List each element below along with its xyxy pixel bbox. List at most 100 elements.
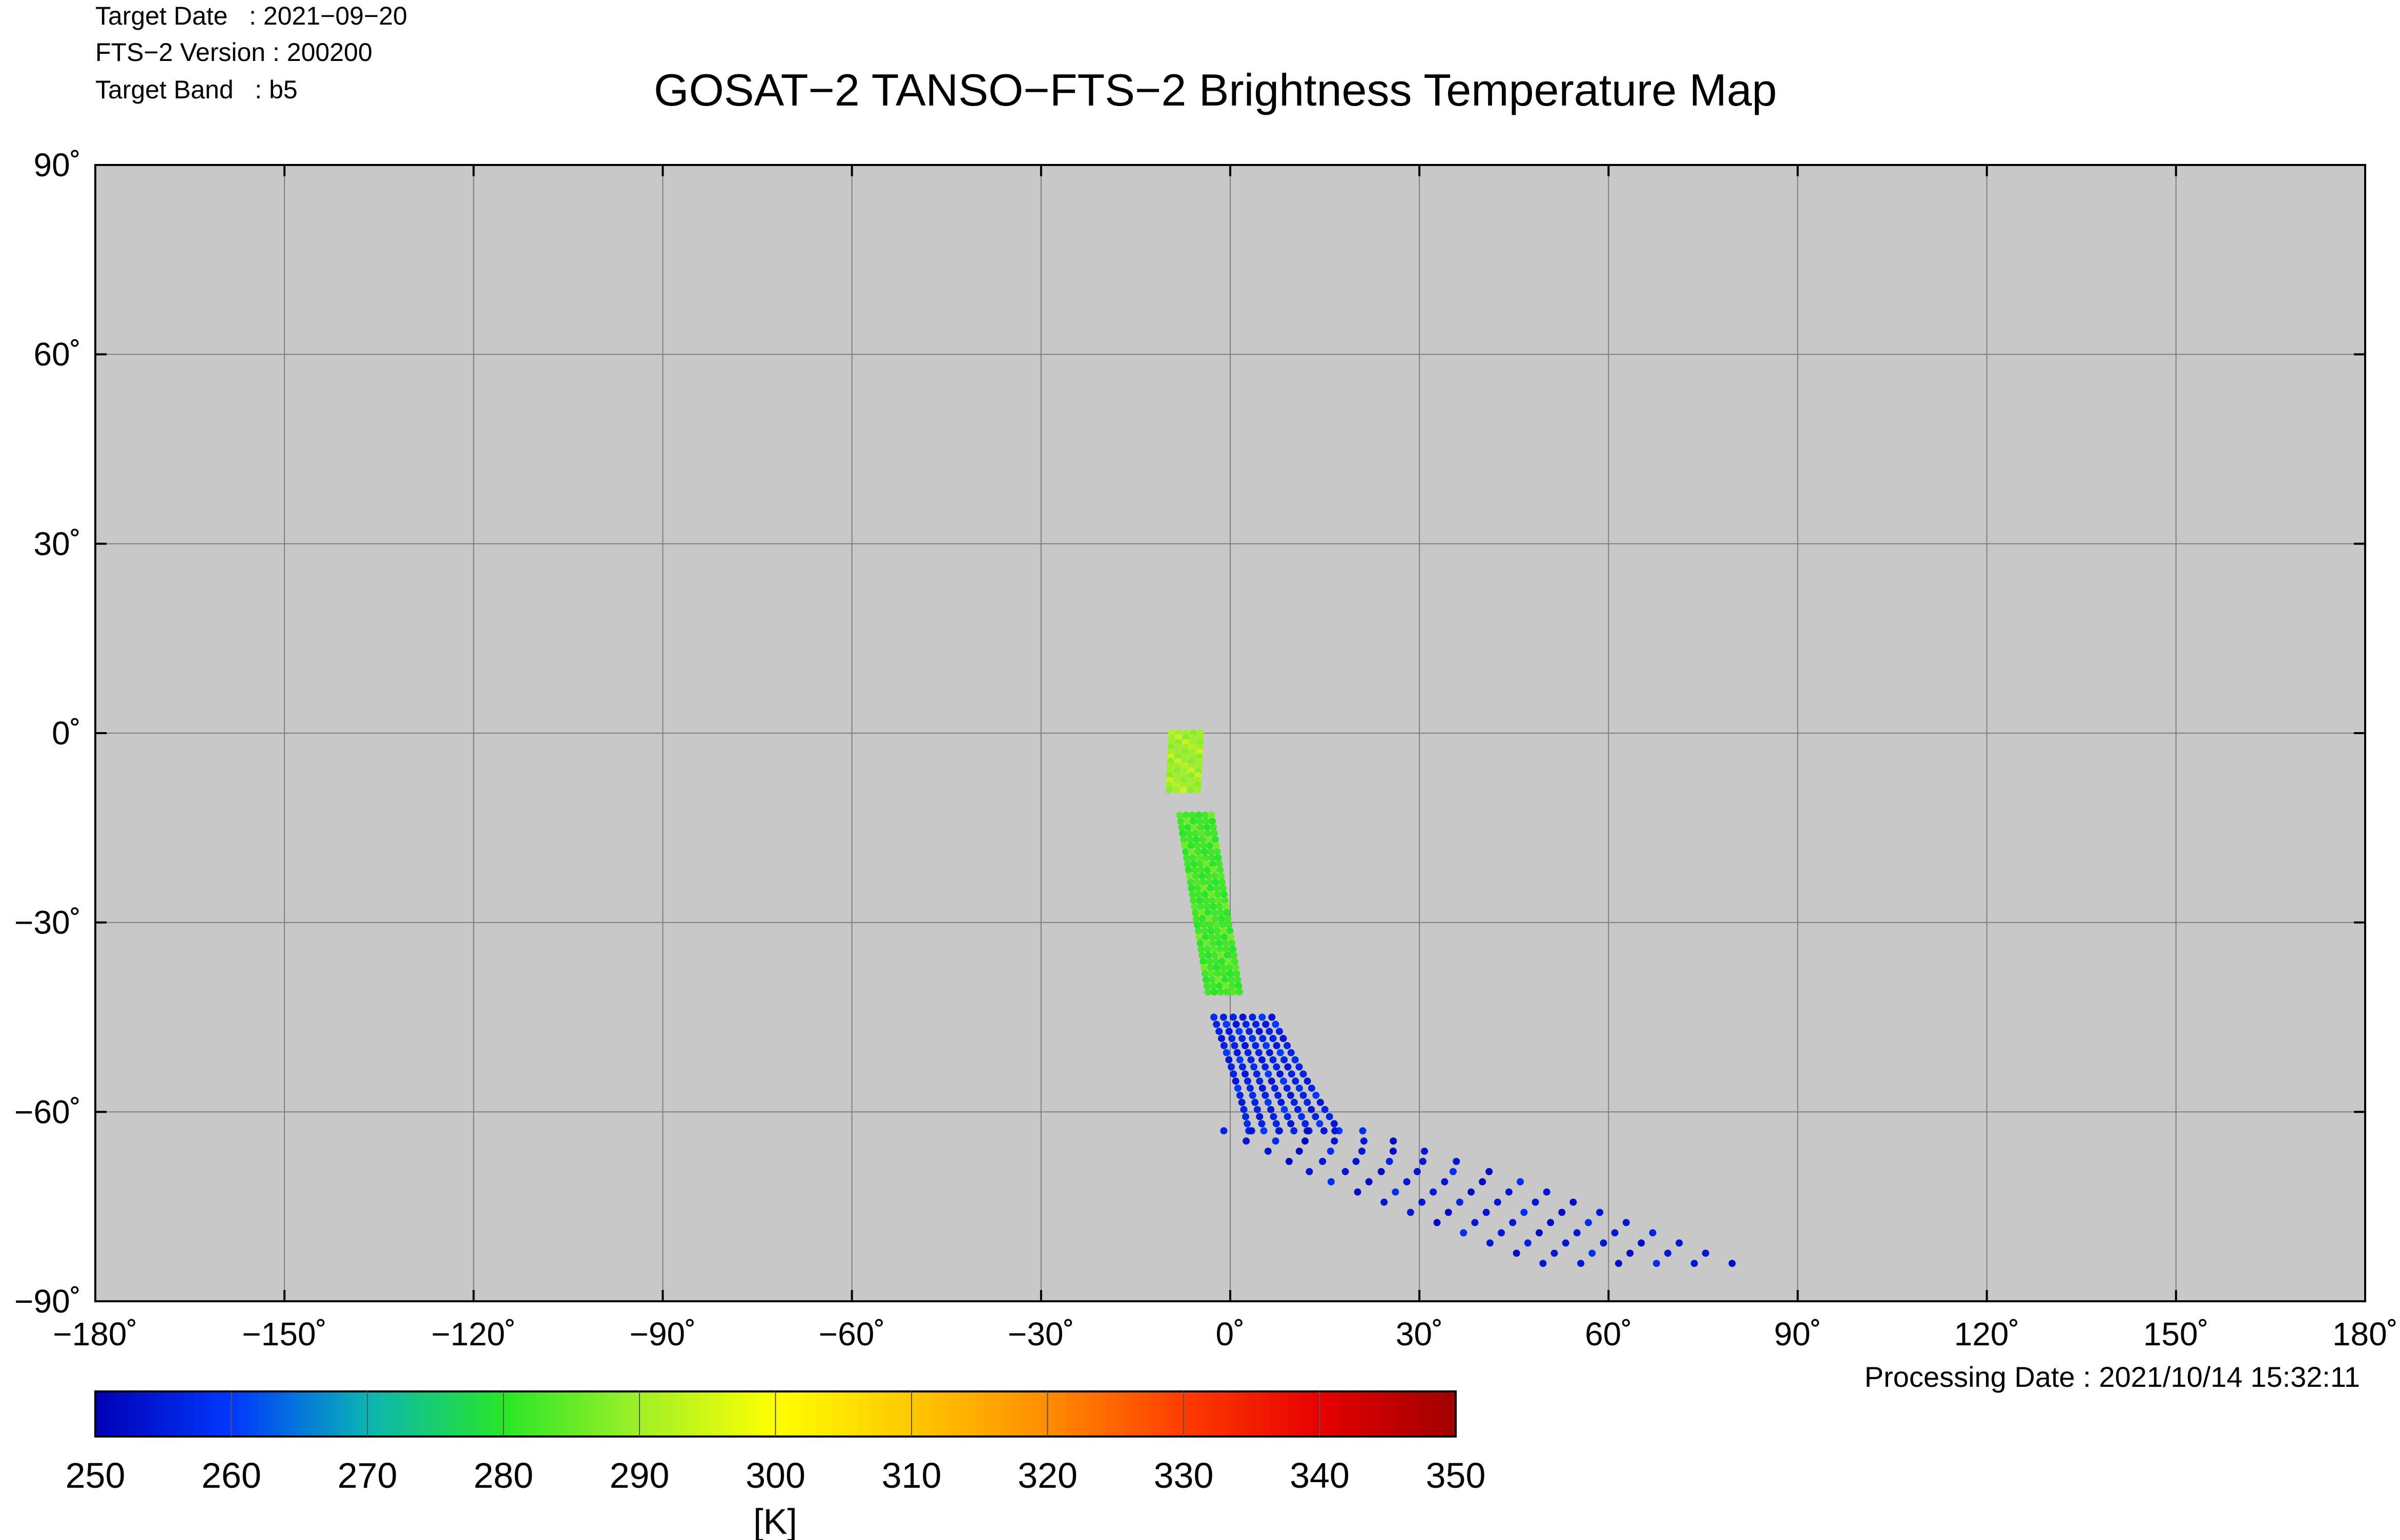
scan-point (1550, 1250, 1558, 1257)
scan-point (1196, 860, 1204, 868)
scan-point (1201, 848, 1208, 856)
scan-point (1513, 1250, 1520, 1257)
scan-point (1264, 1098, 1272, 1106)
scan-point (1524, 1239, 1532, 1247)
scan-point (1211, 836, 1219, 843)
scan-point (1189, 854, 1197, 862)
scan-point (1223, 945, 1230, 953)
scan-point (1195, 811, 1203, 819)
scan-point (1205, 872, 1212, 880)
x-tick-label: 60˚ (1585, 1316, 1632, 1352)
colorbar-tick-label: 250 (66, 1455, 126, 1495)
scan-point (1218, 915, 1226, 923)
scan-point (1196, 940, 1204, 947)
scan-point (1228, 1063, 1235, 1071)
scan-point (1308, 1085, 1315, 1092)
scan-point (1227, 933, 1235, 941)
scan-point (1193, 842, 1201, 849)
scan-point (1358, 1148, 1365, 1155)
scan-point (1191, 903, 1198, 910)
scan-point (1539, 1260, 1547, 1267)
x-tick-label: −120˚ (431, 1316, 516, 1352)
scan-point (1183, 854, 1190, 862)
scan-point (1192, 915, 1200, 923)
scan-point (1215, 940, 1223, 947)
scan-point (1197, 945, 1205, 953)
chart-title: GOSAT−2 TANSO−FTS−2 Brightness Temperatu… (654, 65, 1777, 115)
scan-point (1450, 1168, 1457, 1175)
scan-point (1268, 1077, 1275, 1085)
scan-point (1223, 1049, 1230, 1056)
scan-point (1249, 1013, 1256, 1021)
scan-point (1194, 927, 1202, 935)
scan-point (1206, 879, 1213, 886)
scan-point (1223, 909, 1231, 917)
y-tick-label: −60˚ (14, 1093, 81, 1130)
scan-point (1301, 1137, 1309, 1145)
scan-point (1276, 1070, 1284, 1078)
scan-point (1205, 836, 1213, 843)
scan-point (1232, 1021, 1240, 1028)
scan-point (1253, 1070, 1260, 1078)
scan-point (1210, 982, 1217, 990)
scan-point (1471, 1219, 1479, 1226)
scan-point (1216, 945, 1224, 953)
scan-point (1206, 921, 1214, 929)
scan-point (1209, 824, 1217, 831)
scan-point (1248, 1127, 1255, 1135)
scan-point (1198, 872, 1206, 880)
scan-point (1274, 1092, 1282, 1099)
scan-point (1259, 1035, 1267, 1043)
scan-point (1205, 915, 1213, 923)
scan-point (1291, 1056, 1299, 1064)
scan-point (1210, 1013, 1218, 1021)
scan-point (1460, 1229, 1467, 1237)
scan-point (1266, 1028, 1273, 1035)
scan-point (1285, 1158, 1293, 1165)
scan-point (1212, 879, 1219, 886)
axis-tick-labels: −180˚ −150˚ −120˚ −90˚ −60˚ −30˚ 0˚ 30˚ 60˚ 90˚ 12… (14, 147, 2398, 1352)
scan-point (1202, 818, 1210, 825)
scan-point (1189, 811, 1196, 819)
scan-point (1183, 818, 1191, 825)
scan-point (1199, 915, 1207, 923)
scan-point (1195, 933, 1203, 941)
scan-point (1290, 1127, 1298, 1135)
scan-point (1206, 842, 1214, 849)
scan-point (1211, 915, 1219, 923)
x-tick-label: 120˚ (1954, 1316, 2020, 1352)
scan-point (1258, 1056, 1266, 1064)
scan-point (1256, 1113, 1264, 1120)
scan-point (1252, 1021, 1260, 1028)
scan-point (1188, 848, 1196, 856)
scan-point (1321, 1106, 1329, 1113)
scan-point (1652, 1260, 1660, 1267)
scan-point (1229, 988, 1237, 996)
scan-point (1258, 1120, 1266, 1128)
scan-point (1202, 970, 1209, 977)
scan-point (1403, 1178, 1411, 1185)
scan-point (1192, 872, 1199, 880)
scan-point (1211, 988, 1218, 996)
scan-point (1212, 958, 1219, 965)
scan-point (1217, 988, 1225, 996)
y-tick-label: 0˚ (52, 715, 81, 752)
scan-point (1287, 1092, 1294, 1099)
scan-point (1298, 1113, 1306, 1120)
scan-point (1242, 1113, 1249, 1120)
scan-point (1220, 890, 1228, 898)
scan-point (1276, 1028, 1283, 1035)
scan-point (1210, 909, 1218, 917)
scan-point (1182, 811, 1190, 819)
colorbar-tick-label: 350 (1426, 1455, 1486, 1495)
scan-point (1304, 1098, 1311, 1106)
scan-point (1208, 890, 1215, 898)
scan-point (1547, 1219, 1555, 1226)
scan-point (1246, 1085, 1254, 1092)
scan-point (1211, 951, 1218, 959)
scan-point (1229, 982, 1236, 990)
scan-point (1213, 927, 1221, 935)
scan-point (1204, 866, 1211, 874)
scan-point (1267, 1106, 1275, 1113)
scan-point (1236, 1056, 1244, 1064)
